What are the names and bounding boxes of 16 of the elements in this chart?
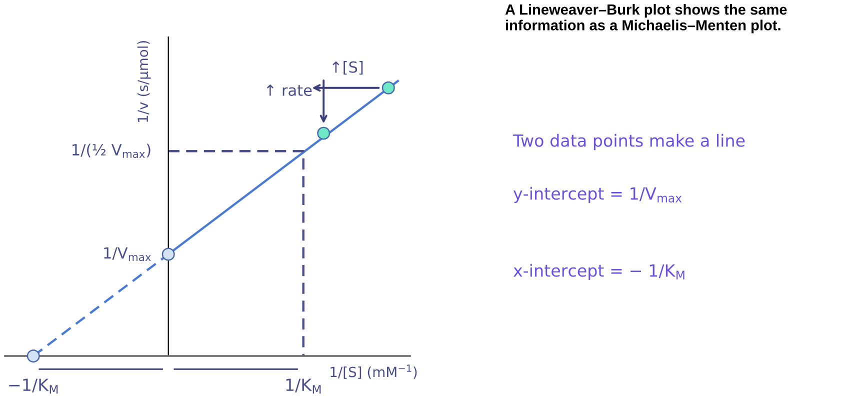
x-tick-label: −1/K$_{M}$	[9, 378, 58, 394]
text: y-intercept = 1/V$_{max}$	[513, 186, 682, 204]
annotation: 1/(½ V$_{max}$)	[72, 144, 150, 158]
text: A Lineweaver–Burk plot shows the same information as a Michaelis–Menten plot.	[505, 4, 787, 34]
point	[382, 81, 395, 94]
point	[317, 126, 330, 140]
text: x-intercept = − 1/K$_{M}$	[513, 264, 684, 280]
x-tick-label: 1/K$_{M}$	[286, 378, 321, 394]
annotation: ↑[S]	[332, 61, 363, 75]
point	[162, 248, 175, 261]
point	[26, 349, 40, 363]
x-axis-title: 1/[S] (mM$^{−1}$)	[330, 364, 417, 379]
y-axis-title: 1/v (s/μmol)	[137, 41, 151, 122]
annotation: ↑ rate	[266, 84, 312, 96]
annotation: 1/V$_{max}$	[104, 247, 151, 262]
text: Two data points make a line	[512, 134, 745, 150]
